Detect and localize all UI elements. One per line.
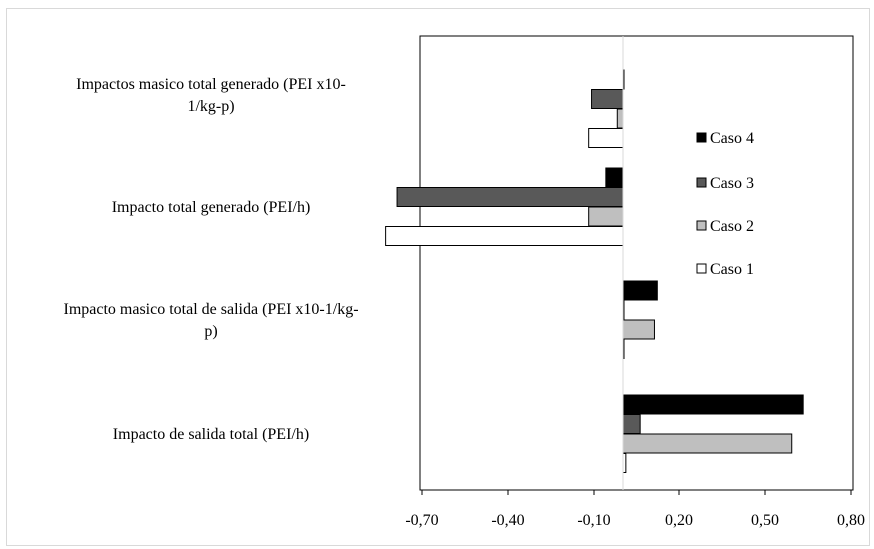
- legend-label: Caso 3: [710, 175, 754, 192]
- category-label: Impacto total generado (PEI/h): [111, 199, 311, 216]
- bar-caso-4-cat2: [605, 167, 624, 188]
- legend-swatch: [696, 177, 707, 188]
- x-tick-label: 0,50: [751, 512, 779, 529]
- chart-frame: [6, 8, 870, 546]
- bar-caso-3-cat4: [622, 414, 641, 434]
- legend-swatch: [696, 132, 707, 143]
- legend-label: Caso 4: [710, 130, 754, 147]
- legend-label: Caso 1: [710, 261, 754, 278]
- x-tick-label: 0,80: [837, 512, 865, 529]
- category-label: Impactos masico total generado (PEI x10-…: [76, 76, 346, 115]
- bar-caso-3-cat1: [591, 89, 624, 109]
- bar-caso-4-cat3: [622, 280, 658, 301]
- legend-swatch: [696, 263, 707, 274]
- x-tick-label: -0,10: [577, 512, 610, 529]
- x-tick-label: -0,70: [405, 512, 438, 529]
- x-tick-label: -0,40: [491, 512, 524, 529]
- plot-area-border: [419, 35, 854, 491]
- bar-caso-2-cat4: [622, 433, 793, 454]
- bar-caso-3-cat2: [396, 187, 624, 207]
- bar-caso-1-cat1: [588, 128, 624, 148]
- bar-caso-2-cat2: [588, 206, 624, 227]
- bar-caso-2-cat3: [622, 319, 655, 340]
- x-tick-label: 0,20: [665, 512, 693, 529]
- bar-caso-2-cat1: [616, 108, 624, 129]
- legend-swatch: [696, 220, 707, 231]
- bar-caso-4-cat4: [622, 394, 804, 415]
- category-label: Impacto de salida total (PEI/h): [112, 426, 310, 443]
- bar-caso-1-cat2: [385, 226, 624, 246]
- legend-label: Caso 2: [710, 218, 754, 235]
- category-label: Impacto masico total de salida (PEI x10-…: [63, 301, 359, 340]
